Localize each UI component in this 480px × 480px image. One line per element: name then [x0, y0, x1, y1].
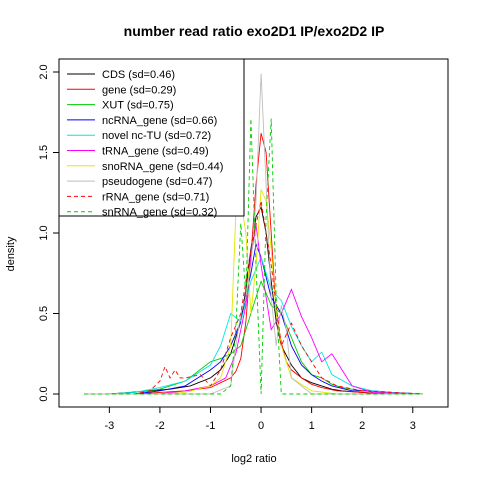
legend-label: rRNA_gene (sd=0.71)	[102, 191, 209, 203]
legend-label: CDS (sd=0.46)	[102, 69, 175, 81]
y-tick-label: 0.0	[38, 386, 50, 401]
series-lines	[84, 73, 423, 395]
y-axis: 0.0 0.5 1.0 1.5 2.0	[38, 64, 59, 402]
legend-label: pseudogene (sd=0.47)	[102, 176, 212, 188]
y-axis-label: density	[5, 236, 17, 271]
x-axis-label: log2 ratio	[231, 453, 276, 465]
series-line-6	[84, 189, 423, 395]
y-tick-label: 0.5	[38, 306, 50, 321]
legend-label: gene (sd=0.29)	[102, 84, 176, 96]
legend-label: snRNA_gene (sd=0.32)	[102, 207, 217, 219]
plot-frame	[58, 58, 449, 408]
x-axis: -3 -2 -1 0 1 2 3	[104, 407, 416, 432]
x-tick-label: 0	[258, 420, 264, 432]
x-tick-label: 2	[359, 420, 365, 432]
series-line-1	[84, 133, 423, 395]
series-line-2	[84, 279, 423, 395]
series-line-3	[84, 242, 423, 395]
legend: CDS (sd=0.46) gene (sd=0.29) XUT (sd=0.75)…	[58, 58, 245, 219]
chart-title: number read ratio exo2D1 IP/exo2D2 IP	[124, 23, 385, 39]
legend-label: novel nc-TU (sd=0.72)	[102, 130, 211, 142]
series-line-5	[84, 224, 423, 395]
y-tick-label: 1.5	[38, 145, 50, 160]
y-tick-label: 2.0	[38, 64, 50, 79]
legend-label: snoRNA_gene (sd=0.44)	[102, 161, 223, 173]
series-line-4	[84, 255, 423, 395]
x-tick-label: -1	[206, 420, 216, 432]
legend-label: ncRNA_gene (sd=0.66)	[102, 115, 217, 127]
x-tick-label: 1	[309, 420, 315, 432]
series-line-0	[84, 205, 423, 395]
x-tick-label: 3	[410, 420, 416, 432]
legend-box	[58, 58, 245, 217]
legend-label: tRNA_gene (sd=0.49)	[102, 146, 209, 158]
y-tick-label: 1.0	[38, 225, 50, 240]
x-tick-label: -2	[155, 420, 165, 432]
series-line-9	[84, 118, 423, 395]
legend-label: XUT (sd=0.75)	[102, 100, 174, 112]
series-line-8	[84, 200, 423, 395]
x-tick-label: -3	[104, 420, 114, 432]
